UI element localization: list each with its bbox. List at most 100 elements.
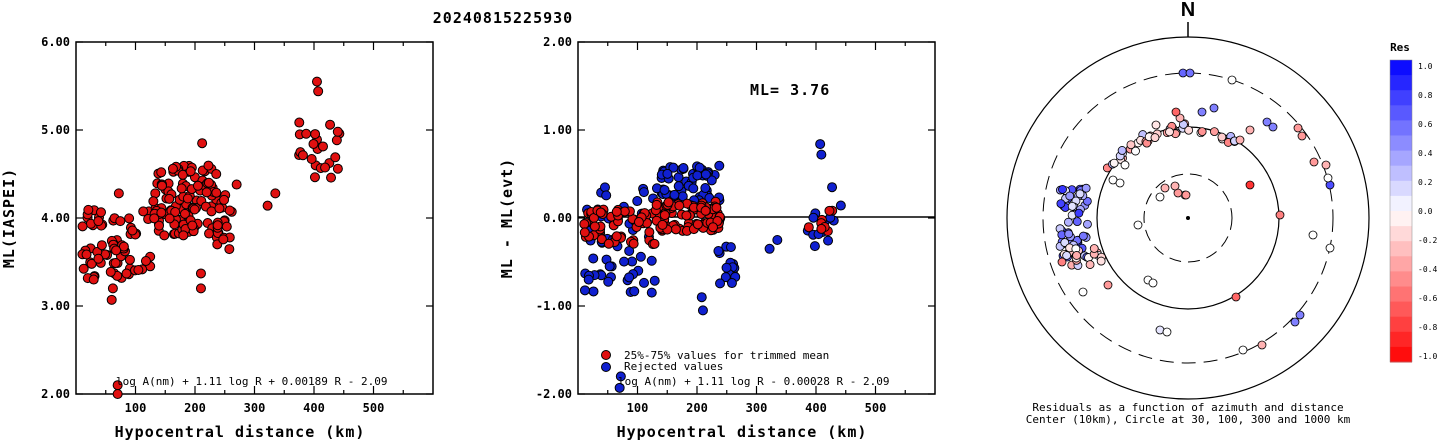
- trimmed-point: [644, 227, 655, 238]
- colorbar-cell: [1390, 90, 1412, 106]
- left-ytick-label: 3.00: [41, 299, 70, 313]
- colorbar-tick-label: 0.8: [1418, 91, 1433, 100]
- colorbar-cell: [1390, 256, 1412, 272]
- left-formula: log A(nm) + 1.11 log R + 0.00189 R - 2.0…: [116, 375, 388, 388]
- left-data-point: [332, 163, 343, 174]
- left-data-point: [124, 254, 135, 265]
- polar-chart: N Residuals as a function of azimuth and…: [1006, 0, 1370, 426]
- rejected-point: [614, 382, 625, 393]
- left-data-point: [212, 220, 223, 231]
- rejected-point: [816, 149, 827, 160]
- colorbar-cell: [1390, 211, 1412, 227]
- middle-x-axis-label: Hypocentral distance (km): [617, 423, 868, 441]
- ml-annotation: ML= 3.76: [750, 81, 830, 99]
- left-data-point: [211, 187, 222, 198]
- polar-residual-point: [1131, 146, 1140, 156]
- colorbar-cell: [1390, 120, 1412, 136]
- left-data-point: [156, 207, 167, 218]
- rejected-point: [588, 253, 599, 264]
- colorbar-cell: [1390, 195, 1412, 212]
- polar-residual-point: [1126, 140, 1136, 150]
- colorbar: Res 1.0 0.8 0.6 0.4 0.2 0.0 -0.2 -0.4 -0.6 -0.8 -1…: [1389, 41, 1437, 363]
- trimmed-point: [708, 222, 719, 233]
- polar-residual-point: [1217, 132, 1227, 142]
- left-xtick-label: 200: [184, 401, 206, 415]
- left-data-point: [270, 188, 281, 199]
- colorbar-cell: [1390, 286, 1412, 303]
- polar-residual-point: [1162, 327, 1172, 337]
- colorbar-cell: [1390, 226, 1412, 242]
- polar-residual-point: [1074, 208, 1084, 218]
- left-xtick-label: 500: [363, 401, 385, 415]
- rejected-point: [713, 246, 724, 257]
- trimmed-point: [611, 206, 622, 217]
- trimmed-point: [663, 197, 674, 208]
- colorbar-cell: [1390, 316, 1412, 333]
- rejected-point: [714, 160, 725, 171]
- polar-residual-point: [1056, 199, 1066, 209]
- middle-xtick-label: 200: [686, 401, 708, 415]
- left-data-point: [313, 86, 324, 97]
- rejected-point: [601, 190, 612, 201]
- rejected-point: [624, 272, 635, 283]
- colorbar-tick-label: 0.6: [1418, 120, 1433, 129]
- rejected-point: [692, 170, 703, 181]
- left-data-point: [192, 180, 203, 191]
- colorbar-cell: [1390, 241, 1412, 257]
- polar-residual-point: [1151, 120, 1161, 130]
- left-ytick-label: 2.00: [41, 387, 70, 401]
- left-data-point: [164, 213, 175, 224]
- polar-residual-point: [1245, 125, 1255, 135]
- polar-residual-point: [1078, 231, 1088, 241]
- polar-residual-point: [1297, 131, 1307, 141]
- legend-blue-marker: [601, 362, 611, 372]
- trimmed-point: [628, 238, 639, 249]
- polar-residual-point: [1150, 133, 1160, 142]
- rejected-point: [823, 235, 834, 246]
- polar-outer-circle: [1006, 36, 1370, 400]
- left-data-point: [294, 117, 305, 128]
- left-data-point: [195, 268, 206, 279]
- polar-residual-point: [1058, 185, 1067, 194]
- middle-xtick-label: 400: [805, 401, 827, 415]
- left-data-point: [320, 162, 331, 173]
- polar-residual-point: [1085, 260, 1095, 269]
- polar-residual-point: [1325, 243, 1335, 253]
- trimmed-point: [674, 200, 685, 211]
- polar-residual-point: [1089, 244, 1099, 253]
- middle-xtick-label: 300: [746, 401, 768, 415]
- rejected-point: [632, 196, 643, 207]
- polar-residual-point: [1109, 158, 1119, 168]
- polar-residual-point: [1245, 180, 1255, 190]
- polar-residual-point: [1155, 192, 1165, 202]
- polar-residual-point: [1120, 160, 1130, 170]
- polar-residual-point: [1083, 219, 1092, 229]
- trimmed-point: [579, 219, 590, 230]
- rejected-point: [835, 200, 846, 211]
- left-data-point: [214, 203, 225, 214]
- polar-residual-point: [1160, 183, 1170, 193]
- polar-residual-point: [1235, 135, 1245, 145]
- left-data-point: [170, 206, 181, 217]
- left-data-point: [149, 213, 160, 224]
- rejected-point: [638, 187, 649, 198]
- left-data-point: [309, 172, 320, 183]
- trimmed-point: [633, 217, 644, 228]
- trimmed-point: [603, 238, 614, 249]
- polar-residual-point: [1210, 127, 1219, 136]
- left-data-point: [326, 172, 337, 183]
- rejected-point: [604, 261, 615, 272]
- polar-residual-point: [1227, 75, 1237, 85]
- trimmed-point: [589, 221, 600, 232]
- rejected-point: [815, 139, 826, 150]
- colorbar-tick-label: -0.4: [1418, 265, 1437, 274]
- left-y-axis-label: ML(IASPEI): [0, 168, 18, 268]
- rejected-point: [615, 371, 626, 382]
- colorbar-title: Res: [1390, 41, 1410, 54]
- left-data-point: [159, 230, 170, 241]
- colorbar-cell: [1390, 180, 1412, 197]
- left-data-point: [88, 274, 99, 285]
- polar-residual-point: [1117, 146, 1127, 155]
- left-data-point: [218, 234, 229, 245]
- middle-ytick-label: 0.00: [543, 211, 572, 225]
